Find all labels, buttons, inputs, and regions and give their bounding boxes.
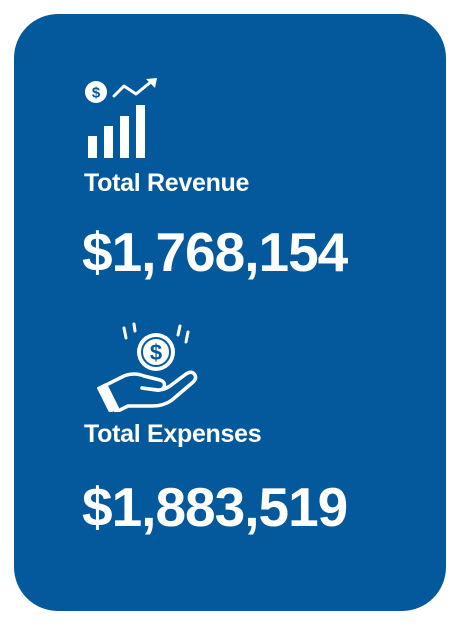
money-growth-chart-icon: $ [85, 78, 157, 158]
total-revenue-label: Total Revenue [84, 169, 250, 197]
hand-coin-icon: $ [97, 322, 198, 412]
total-expenses-value: $1,883,519 [82, 476, 348, 538]
summary-card: $ Total Revenue $1,768,154 $ Total Expen… [14, 14, 446, 611]
total-expenses-label: Total Expenses [84, 420, 262, 448]
svg-text:$: $ [150, 340, 162, 365]
total-revenue-value: $1,768,154 [82, 221, 348, 283]
svg-text:$: $ [92, 85, 101, 102]
